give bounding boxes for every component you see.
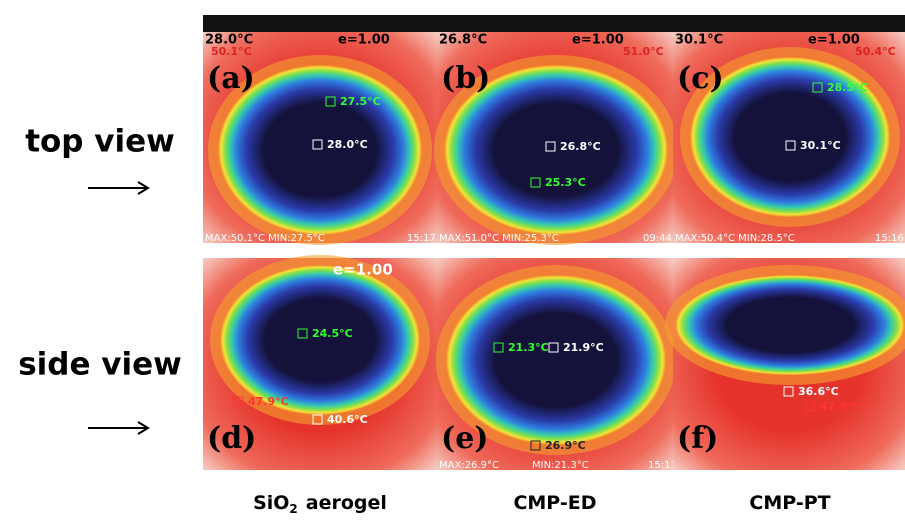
spot-marker xyxy=(325,96,336,107)
panel-label: (e) xyxy=(441,421,488,456)
cold-region xyxy=(218,65,422,235)
spot-marker xyxy=(812,82,823,93)
footer-text: MAX:26.9°C xyxy=(439,460,499,471)
panel-label: (a) xyxy=(207,61,255,96)
spot-marker xyxy=(297,328,308,339)
spot-marker xyxy=(783,386,794,397)
panel-label: (c) xyxy=(677,61,724,96)
reading: 30.1°C xyxy=(800,139,841,152)
spot-marker xyxy=(530,177,541,188)
footer-text: 15:11 xyxy=(648,460,677,471)
column-label-part: CMP-PT xyxy=(749,492,830,514)
spot-marker xyxy=(493,342,504,353)
header-text: e=1.00 xyxy=(808,33,860,48)
reading: 36.6°C xyxy=(798,385,839,398)
header-text: 50.1°C xyxy=(211,45,252,58)
header-text: 28.0°C xyxy=(205,33,253,48)
reading: 28.5°C xyxy=(827,81,868,94)
arrow-head xyxy=(137,421,150,435)
spot-marker xyxy=(312,139,323,150)
header-text: 26.8°C xyxy=(439,33,487,48)
reading: 21.9°C xyxy=(563,341,604,354)
panel-label: (d) xyxy=(207,421,256,456)
footer-text: MAX:50.1°C MIN:27.5°C xyxy=(205,233,325,244)
cold-region xyxy=(444,65,668,235)
header-text: 30.1°C xyxy=(675,33,723,48)
header-text: e=1.00 xyxy=(572,33,624,48)
arrow-head xyxy=(137,181,150,195)
footer-text: MIN:21.3°C xyxy=(532,460,589,471)
spot-marker xyxy=(805,401,816,412)
footer-text: 15:17 xyxy=(407,233,436,244)
spot-marker xyxy=(312,414,323,425)
reading: 26.8°C xyxy=(560,140,601,153)
reading: 47.9°C xyxy=(248,395,289,408)
column-label-part: 2 xyxy=(289,502,297,516)
reading: 28.0°C xyxy=(327,138,368,151)
reading: 21.3°C xyxy=(508,341,549,354)
panel-label: (b) xyxy=(441,61,490,96)
footer-text: MAX:50.4°C MIN:28.5°C xyxy=(675,233,795,244)
spot-marker xyxy=(545,141,556,152)
column-label: SiO2 aerogel xyxy=(253,492,387,516)
reading: 24.5°C xyxy=(312,327,353,340)
column-label-part: aerogel xyxy=(306,492,387,514)
header-text: e=1.00 xyxy=(333,261,393,279)
spot-marker xyxy=(233,396,244,407)
cold-region xyxy=(220,265,420,415)
header-text: 50.4°C xyxy=(855,45,896,58)
cold-region xyxy=(675,275,905,375)
reading: 27.5°C xyxy=(340,95,381,108)
spot-marker xyxy=(785,140,796,151)
panel-label: (f) xyxy=(677,421,718,456)
column-label-part: SiO xyxy=(253,492,289,514)
footer-text: MAX:51.0°C MIN:25.3°C xyxy=(439,233,559,244)
reading: 47.9°C xyxy=(820,400,861,413)
footer-text: 15:16 xyxy=(875,233,904,244)
reading: 40.6°C xyxy=(327,413,368,426)
header-text: e=1.00 xyxy=(338,33,390,48)
cold-region xyxy=(446,275,666,445)
spot-marker xyxy=(530,440,541,451)
row-label: top view xyxy=(25,124,175,160)
column-label: CMP-PT xyxy=(749,492,830,514)
cold-region xyxy=(690,57,890,217)
reading: 26.9°C xyxy=(545,439,586,452)
row-label: side view xyxy=(18,347,182,383)
column-label-part: CMP-ED xyxy=(513,492,596,514)
column-label: CMP-ED xyxy=(513,492,596,514)
header-text: 51.0°C xyxy=(623,45,664,58)
top-bar xyxy=(203,15,905,32)
reading: 25.3°C xyxy=(545,176,586,189)
footer-text: 09:44 xyxy=(643,233,672,244)
spot-marker xyxy=(548,342,559,353)
